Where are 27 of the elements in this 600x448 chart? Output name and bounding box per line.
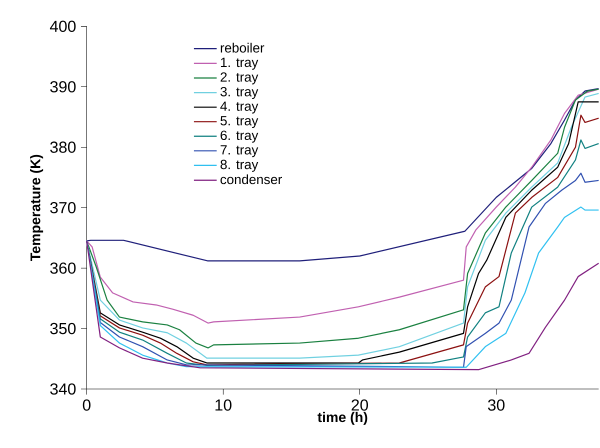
x-tick-label: 20 [352,399,368,411]
y-tick-label: 370 [50,202,76,214]
legend-label: 5. tray [220,116,258,128]
y-tick-label: 400 [50,20,76,32]
x-tick-label: 30 [488,399,505,411]
y-tick-label: 340 [50,383,76,395]
legend-label: 1. tray [220,58,258,70]
line-series [86,240,600,370]
legend-label: 7. tray [220,145,258,158]
legend-label: 8. tray [220,160,258,172]
line-series [86,206,600,368]
y-axis-title: Temperature (K) [30,154,44,262]
legend-label: condenser [220,174,282,184]
legend-label: 6. tray [220,130,258,143]
legend-label: reboiler [220,42,264,53]
legend-label: 4. tray [220,102,258,114]
x-tick-label: 10 [216,399,232,411]
y-tick-label: 380 [50,142,76,153]
y-tick-label: 360 [50,262,76,274]
y-tick-label: 390 [50,81,76,92]
line-series [86,172,600,368]
y-tick-label: 350 [50,322,76,334]
legend-label: 3. tray [220,86,258,100]
legend-label: 2. tray [220,72,258,84]
x-axis-title: time (h) [318,412,368,425]
x-tick-label: 0 [82,399,90,411]
line-series [86,88,600,262]
